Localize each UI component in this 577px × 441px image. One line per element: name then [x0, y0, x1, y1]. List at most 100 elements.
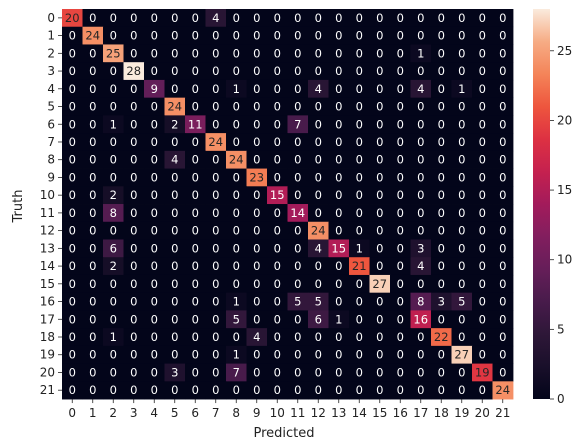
cell-value-label: 0 [274, 365, 281, 379]
heatmap-cell-19-6 [185, 345, 206, 364]
cell-value-label: 0 [233, 135, 240, 149]
heatmap-cell-15-18 [431, 274, 452, 294]
cell-value-label: 0 [417, 100, 424, 114]
cell-value-label: 0 [376, 224, 383, 238]
cell-value-label: 0 [294, 46, 301, 60]
heatmap-cell-2-4 [144, 44, 165, 63]
heatmap-cell-3-10 [267, 62, 288, 81]
cell-value-label: 0 [130, 82, 137, 96]
heatmap-cell-11-12 [308, 204, 329, 223]
cell-value-label: 0 [376, 46, 383, 60]
cell-value-label: 0 [499, 259, 506, 273]
cell-value-label: 0 [356, 383, 363, 397]
cell-value-label: 0 [499, 224, 506, 238]
heatmap-cell-0-0 [62, 9, 83, 28]
heatmap-cell-15-3 [123, 274, 145, 294]
cell-value-label: 0 [499, 348, 506, 362]
cell-value-label: 0 [397, 206, 404, 220]
heatmap-cell-11-1 [82, 204, 104, 223]
cell-value-label: 0 [212, 153, 219, 167]
heatmap-cell-12-4 [144, 221, 165, 240]
heatmap-cell-2-1 [82, 44, 104, 63]
cell-value-label: 0 [458, 170, 465, 184]
heatmap-cell-6-4 [144, 115, 165, 134]
y-tick-label: 4 [47, 82, 55, 96]
heatmap-cell-15-7 [205, 274, 227, 294]
cell-value-label: 0 [356, 29, 363, 43]
heatmap-cell-11-21 [492, 204, 514, 223]
cell-value-label: 0 [335, 383, 342, 397]
y-tick-label: 12 [40, 224, 55, 238]
heatmap-cell-11-10 [267, 204, 288, 223]
heatmap-cell-0-7 [205, 9, 227, 28]
heatmap-cell-14-18 [431, 257, 452, 276]
cell-value-label: 0 [417, 224, 424, 238]
heatmap-cell-10-13 [328, 186, 350, 205]
heatmap-cell-21-19 [451, 381, 473, 400]
cell-value-label: 0 [397, 295, 404, 309]
heatmap-cell-15-20 [472, 274, 493, 294]
cell-value-label: 0 [499, 277, 506, 291]
heatmap-cell-11-20 [472, 204, 493, 223]
heatmap-cell-10-16 [390, 186, 411, 205]
heatmap-cell-17-6 [185, 310, 206, 329]
heatmap-cell-12-3 [123, 221, 145, 240]
heatmap-cell-14-10 [267, 257, 288, 276]
cell-value-label: 0 [110, 170, 117, 184]
heatmap-cell-0-12 [308, 9, 329, 28]
heatmap-cell-17-20 [472, 310, 493, 329]
heatmap-cell-12-17 [410, 221, 432, 240]
heatmap-cell-0-18 [431, 9, 452, 28]
cell-value-label: 0 [397, 64, 404, 78]
heatmap-cell-15-19 [451, 274, 473, 294]
heatmap-cell-16-1 [82, 292, 104, 311]
cell-value-label: 0 [212, 117, 219, 131]
colorbar-tick-label: 15 [557, 183, 572, 197]
heatmap-cell-9-1 [82, 168, 104, 187]
heatmap-cell-16-17 [410, 292, 432, 311]
cell-value-label: 0 [212, 259, 219, 273]
heatmap-cell-5-8 [226, 97, 247, 116]
cell-value-label: 0 [397, 82, 404, 96]
heatmap-cell-19-8 [226, 345, 247, 364]
heatmap-cell-17-2 [103, 310, 124, 329]
cell-value-label: 0 [89, 64, 96, 78]
heatmap-cell-1-8 [226, 26, 247, 45]
y-tick-label: 8 [47, 153, 55, 167]
cell-value-label: 0 [89, 383, 96, 397]
cell-value-label: 0 [479, 241, 486, 255]
cell-value-label: 0 [89, 295, 96, 309]
cell-value-label: 0 [274, 29, 281, 43]
cell-value-label: 0 [438, 259, 445, 273]
heatmap-cell-9-15 [369, 168, 391, 187]
cell-value-label: 24 [311, 224, 326, 238]
heatmap-cell-5-21 [492, 97, 514, 116]
cell-value-label: 6 [110, 241, 117, 255]
heatmap-cell-15-8 [226, 274, 247, 294]
colorbar-gradient [533, 9, 550, 399]
heatmap-cell-17-12 [308, 310, 329, 329]
heatmap-cell-5-1 [82, 97, 104, 116]
heatmap-cell-7-9 [246, 133, 268, 152]
heatmap-cell-19-0 [62, 345, 83, 364]
cell-value-label: 0 [89, 206, 96, 220]
heatmap-cell-18-0 [62, 328, 83, 347]
cell-value-label: 0 [192, 224, 199, 238]
heatmap-cell-19-13 [328, 345, 350, 364]
heatmap-cell-6-5 [164, 115, 186, 134]
heatmap-cell-14-13 [328, 257, 350, 276]
cell-value-label: 0 [376, 11, 383, 25]
heatmap-cell-17-16 [390, 310, 411, 329]
cell-value-label: 0 [69, 170, 76, 184]
heatmap-cell-20-1 [82, 363, 104, 382]
x-tick-label: 12 [311, 406, 326, 420]
heatmap-cell-1-15 [369, 26, 391, 45]
cell-value-label: 0 [499, 170, 506, 184]
cell-value-label: 0 [253, 206, 260, 220]
heatmap-cell-9-19 [451, 168, 473, 187]
heatmap-cell-13-7 [205, 239, 227, 258]
cell-value-label: 0 [417, 11, 424, 25]
cell-value-label: 0 [356, 46, 363, 60]
heatmap-cell-14-0 [62, 257, 83, 276]
heatmap-cell-21-11 [287, 381, 309, 400]
